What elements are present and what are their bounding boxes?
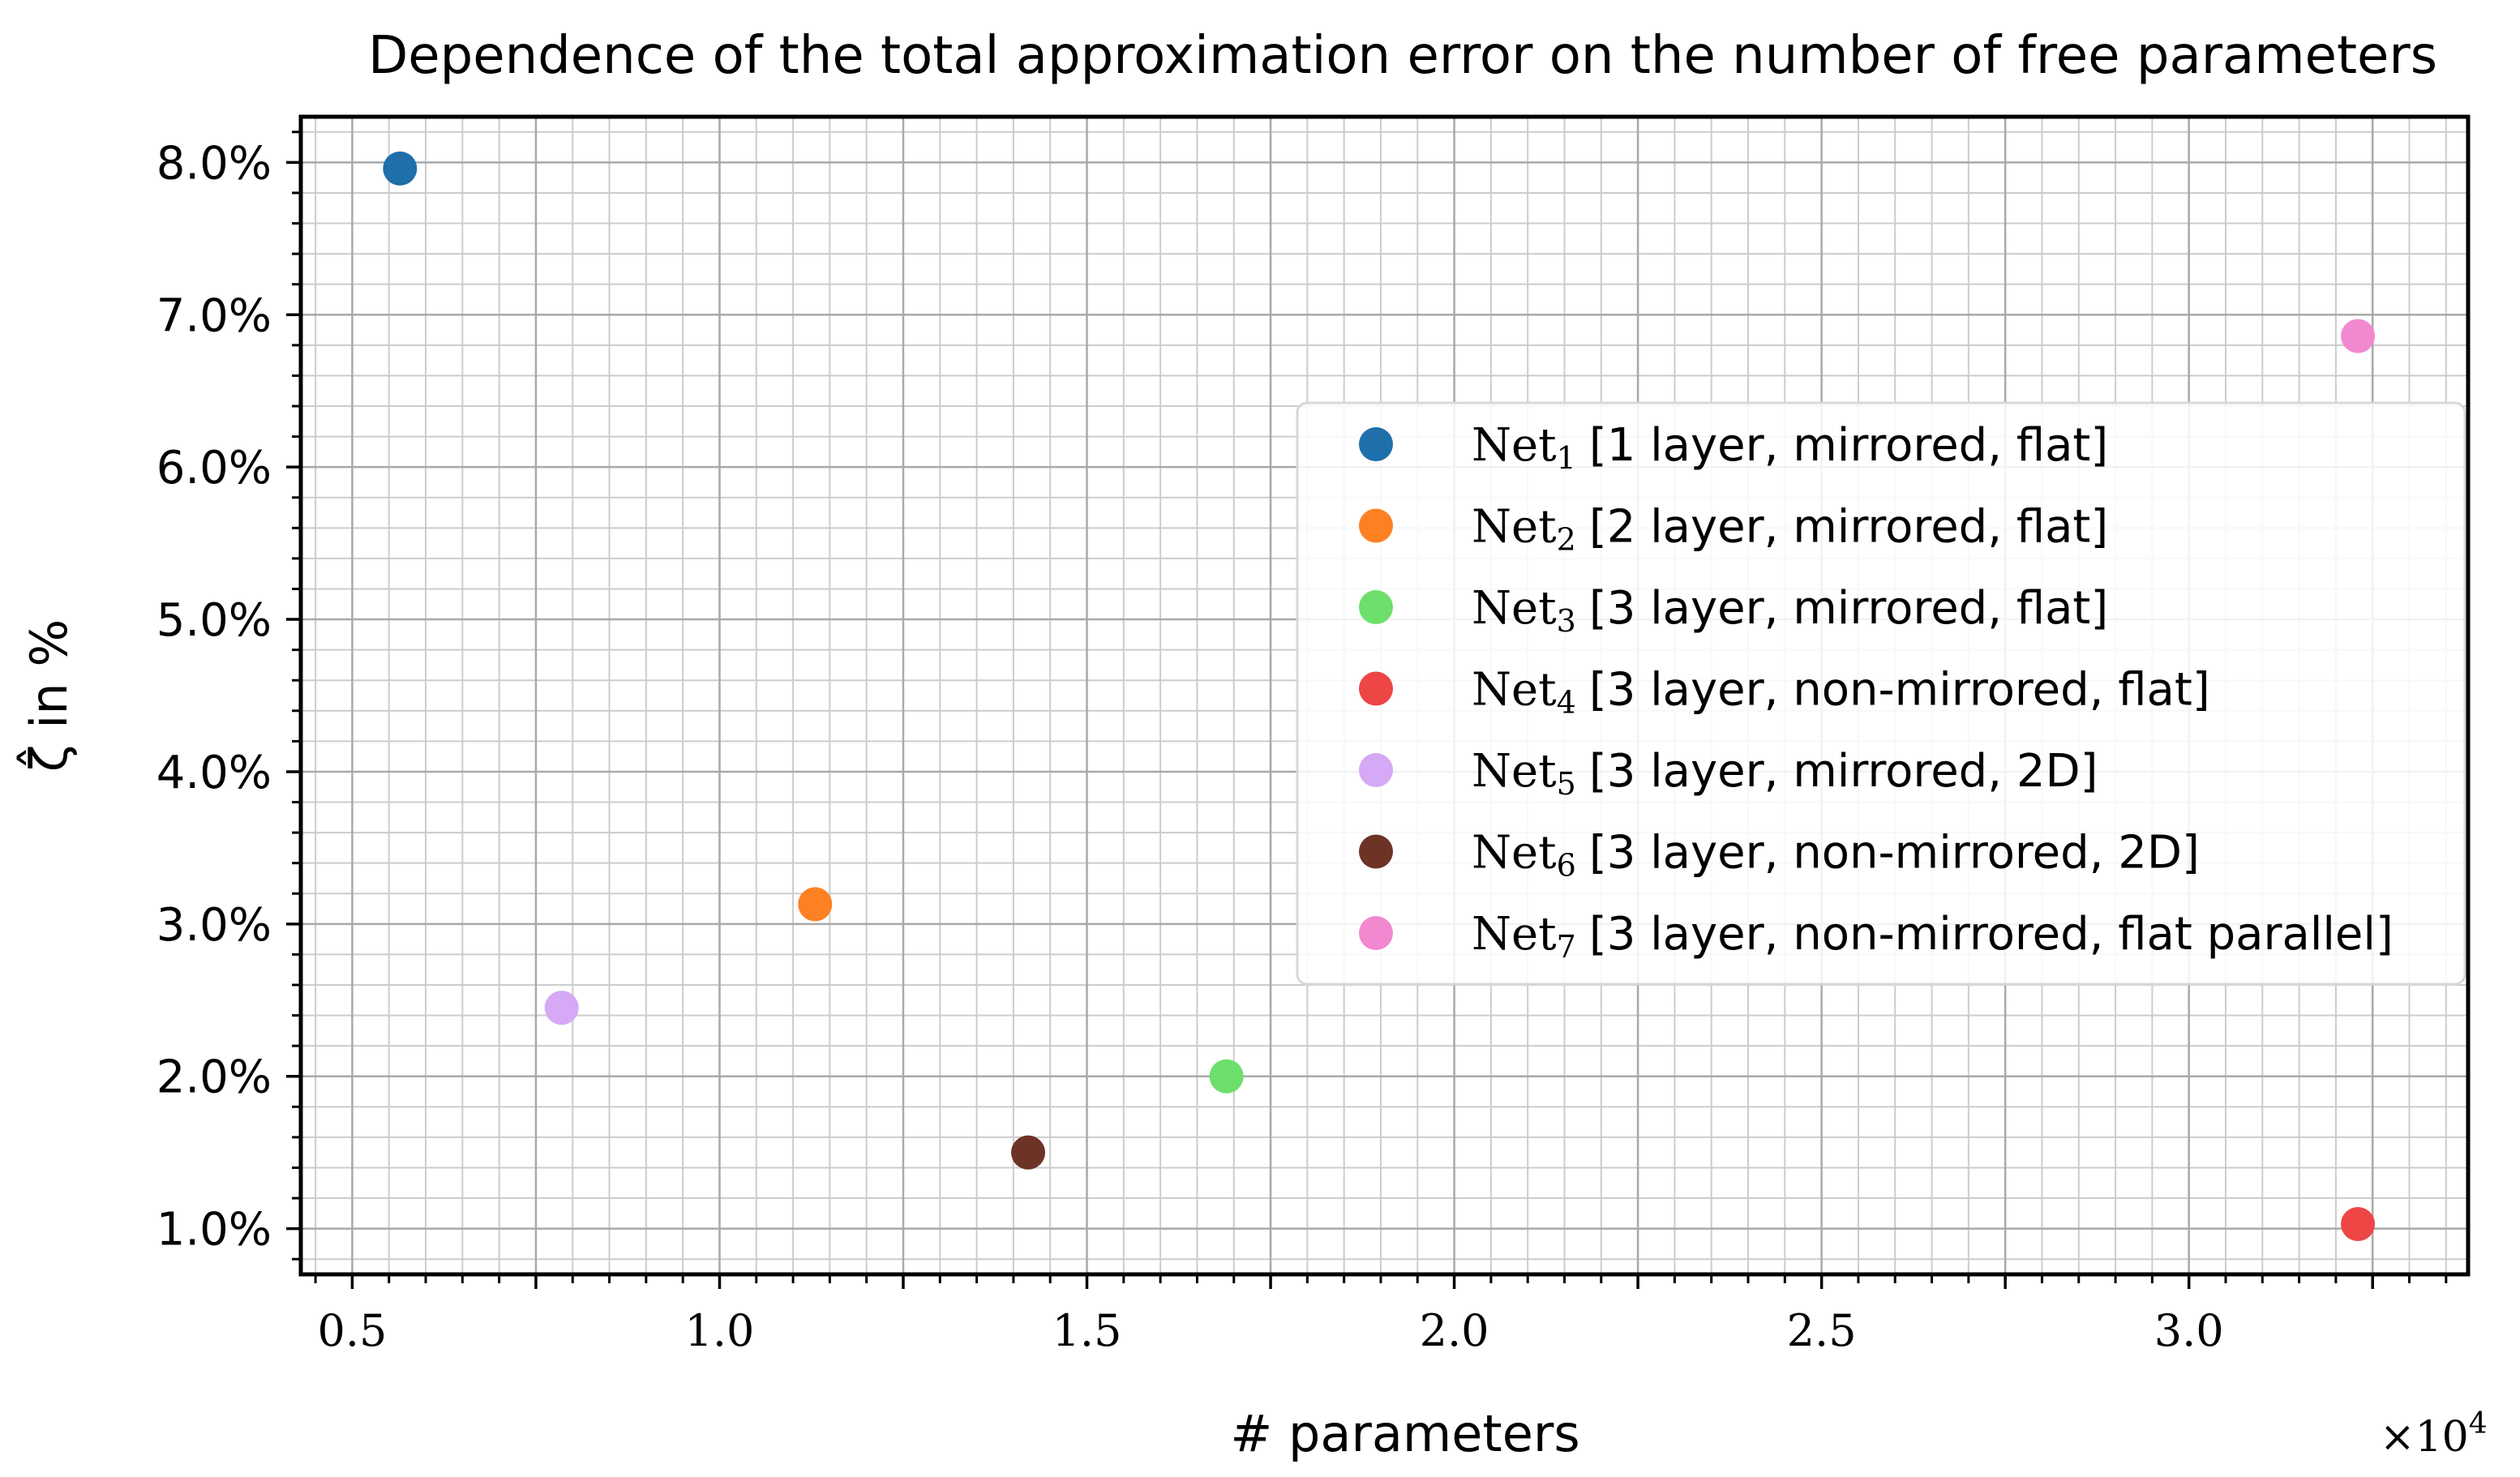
legend-label-description: [3 layer, mirrored, flat] <box>1589 582 2108 635</box>
y-tick-label: 2.0% <box>156 1051 272 1104</box>
minor-grid <box>301 117 2468 1274</box>
y-tick-label: 8.0% <box>156 137 272 190</box>
x-tick-label: 2.5 <box>1787 1305 1857 1356</box>
legend-label: Net4 [3 layer, non-mirrored, flat] <box>1472 664 2210 721</box>
legend-label-subscript: 6 <box>1557 848 1576 884</box>
chart-title: Dependence of the total approximation er… <box>368 26 2437 86</box>
data-points <box>383 151 2376 1241</box>
legend-label: Net5 [3 layer, mirrored, 2D] <box>1472 745 2098 802</box>
data-point <box>1011 1135 1046 1170</box>
legend: Net1 [1 layer, mirrored, flat]Net2 [2 laye… <box>1296 401 2466 986</box>
legend-label-base: Net <box>1472 664 1557 717</box>
y-tick-label: 1.0% <box>156 1204 272 1257</box>
legend-entry: Net2 [2 layer, mirrored, flat] <box>1359 501 2108 558</box>
legend-marker <box>1359 427 1393 461</box>
y-tick-label: 7.0% <box>156 289 272 342</box>
y-axis-label: ζ̂ in % <box>16 619 79 773</box>
legend-entry: Net3 [3 layer, mirrored, flat] <box>1359 582 2108 639</box>
data-point <box>2341 1206 2376 1241</box>
x-tick-labels: 0.5 1.0 1.5 2.0 2.5 3.0 <box>317 1305 2223 1356</box>
legend-marker <box>1359 590 1393 624</box>
legend-marker <box>1359 671 1393 706</box>
legend-entry: Net1 [1 layer, mirrored, flat] <box>1359 419 2108 476</box>
data-point <box>383 151 418 186</box>
x-tick-label: 3.0 <box>2154 1305 2224 1356</box>
legend-label-description: [3 layer, mirrored, 2D] <box>1589 745 2098 798</box>
legend-entry: Net6 [3 layer, non-mirrored, 2D] <box>1359 827 2200 884</box>
legend-label-base: Net <box>1472 908 1557 961</box>
plot-frame <box>298 114 2471 1277</box>
legend-label-subscript: 1 <box>1557 440 1576 476</box>
x-tick-label: 2.0 <box>1420 1305 1489 1356</box>
legend-marker <box>1359 753 1393 787</box>
x-tick-label: 1.0 <box>685 1305 755 1356</box>
y-tick-label: 3.0% <box>156 899 272 952</box>
legend-entry: Net4 [3 layer, non-mirrored, flat] <box>1359 664 2210 721</box>
data-point <box>798 887 833 922</box>
x-axis-label: # parameters <box>1230 1404 1579 1463</box>
legend-label: Net7 [3 layer, non-mirrored, flat paralle… <box>1472 908 2394 965</box>
legend-marker <box>1359 834 1393 869</box>
legend-label-description: [3 layer, non-mirrored, flat] <box>1589 664 2210 717</box>
legend-label-description: [2 layer, mirrored, flat] <box>1589 501 2108 554</box>
legend-label-description: [1 layer, mirrored, flat] <box>1589 419 2108 472</box>
legend-label-base: Net <box>1472 745 1557 798</box>
y-tick-label: 5.0% <box>156 594 272 647</box>
data-point <box>544 991 579 1025</box>
legend-label: Net1 [1 layer, mirrored, flat] <box>1472 419 2108 476</box>
x-offset-label: ×104 <box>2380 1407 2488 1462</box>
legend-label-subscript: 3 <box>1557 603 1576 639</box>
legend-entry: Net7 [3 layer, non-mirrored, flat paralle… <box>1359 908 2394 965</box>
data-point <box>1209 1059 1244 1094</box>
legend-label-description: [3 layer, non-mirrored, flat parallel] <box>1589 908 2394 961</box>
legend-label-subscript: 4 <box>1557 685 1576 721</box>
legend-label-base: Net <box>1472 419 1557 472</box>
x-offset-base: ×10 <box>2380 1413 2469 1462</box>
legend-marker <box>1359 916 1393 950</box>
legend-entry: Net5 [3 layer, mirrored, 2D] <box>1359 745 2098 802</box>
legend-label-subscript: 5 <box>1557 766 1576 802</box>
x-tick-label: 1.5 <box>1052 1305 1122 1356</box>
legend-entries: Net1 [1 layer, mirrored, flat]Net2 [2 laye… <box>1359 419 2394 965</box>
legend-label: Net2 [2 layer, mirrored, flat] <box>1472 501 2108 558</box>
legend-label-base: Net <box>1472 501 1557 554</box>
legend-label-subscript: 7 <box>1557 929 1576 965</box>
legend-label: Net3 [3 layer, mirrored, flat] <box>1472 582 2108 639</box>
x-offset-exponent: 4 <box>2469 1407 2488 1441</box>
legend-label-base: Net <box>1472 827 1557 880</box>
legend-label-subscript: 2 <box>1557 522 1576 558</box>
y-tick-label: 6.0% <box>156 442 272 494</box>
data-point <box>2341 319 2376 353</box>
x-tick-label: 0.5 <box>317 1305 387 1356</box>
legend-label: Net6 [3 layer, non-mirrored, 2D] <box>1472 827 2200 884</box>
y-tick-labels: 1.0% 2.0% 3.0% 4.0% 5.0% 6.0% 7.0% 8.0% <box>156 137 272 1256</box>
legend-marker <box>1359 508 1393 543</box>
y-tick-label: 4.0% <box>156 747 272 799</box>
legend-label-description: [3 layer, non-mirrored, 2D] <box>1589 827 2200 880</box>
legend-label-base: Net <box>1472 582 1557 635</box>
legend-box <box>1296 401 2466 986</box>
